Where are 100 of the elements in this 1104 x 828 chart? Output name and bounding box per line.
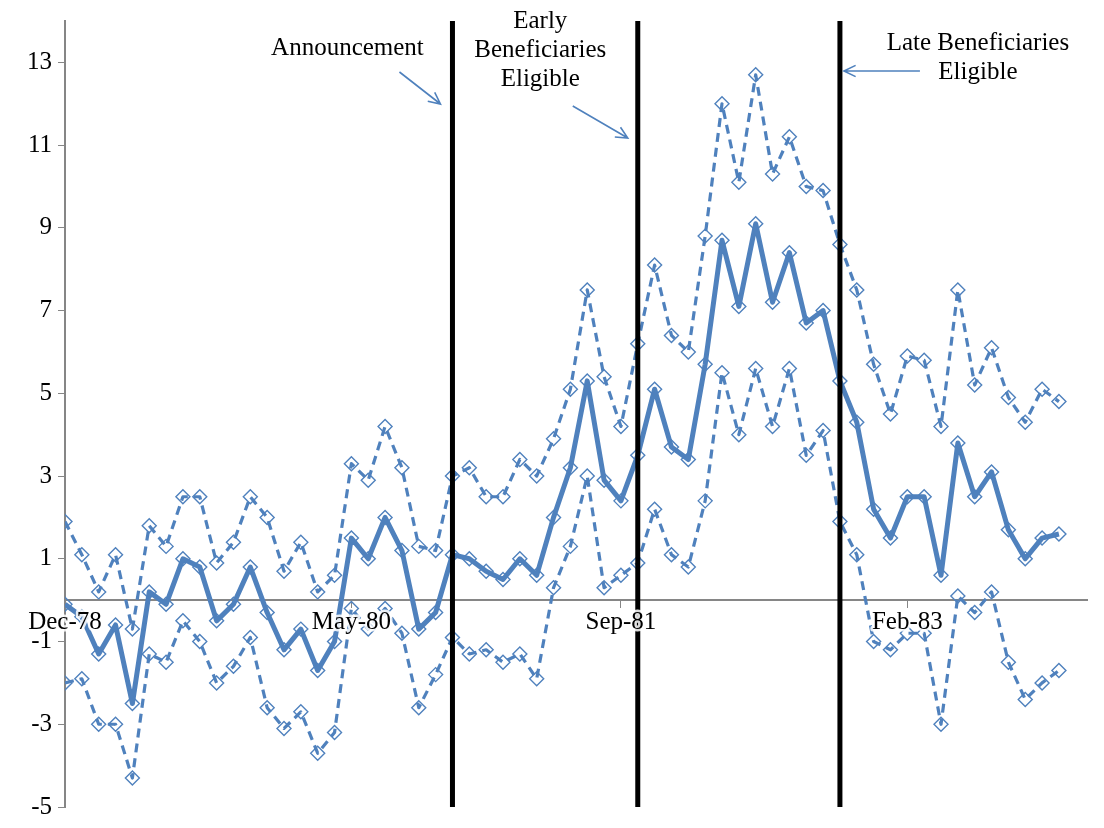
- point: [731, 174, 747, 191]
- point: [983, 340, 1000, 356]
- point: [630, 555, 646, 571]
- point: [882, 406, 899, 422]
- point: [427, 666, 444, 683]
- point: [899, 348, 916, 364]
- point: [933, 418, 949, 435]
- point: [596, 472, 612, 488]
- ref-line-label: Announcement: [270, 32, 425, 61]
- point: [1051, 393, 1067, 410]
- point: [747, 360, 764, 377]
- point: [326, 633, 343, 650]
- point: [192, 633, 208, 650]
- point: [731, 426, 747, 443]
- point: [141, 518, 157, 534]
- y-tick-label: 7: [39, 295, 52, 323]
- point: [259, 604, 275, 621]
- x-tick-label: Feb-83: [871, 607, 943, 635]
- point: [309, 584, 326, 600]
- point: [950, 282, 966, 298]
- point: [562, 460, 579, 476]
- point: [495, 654, 511, 670]
- point: [192, 559, 208, 575]
- point: [714, 96, 730, 112]
- point: [394, 460, 410, 476]
- point: [124, 621, 141, 637]
- point: [1000, 389, 1017, 406]
- point: [1051, 662, 1067, 679]
- point: [158, 654, 174, 670]
- point: [815, 302, 831, 319]
- point: [983, 584, 1000, 600]
- point: [276, 642, 292, 658]
- point: [798, 447, 814, 464]
- point: [107, 617, 124, 633]
- point: [933, 716, 949, 732]
- point: [1034, 675, 1050, 691]
- point: [613, 493, 629, 509]
- point: [495, 489, 511, 505]
- point: [545, 580, 562, 596]
- point: [158, 596, 174, 612]
- point: [461, 646, 478, 662]
- point: [343, 455, 360, 472]
- point: [478, 642, 494, 658]
- point: [528, 671, 545, 687]
- point: [832, 236, 848, 253]
- point: [1051, 526, 1067, 542]
- point: [107, 716, 124, 732]
- point: [411, 621, 427, 637]
- point: [444, 468, 461, 484]
- point: [680, 451, 697, 468]
- point: [545, 431, 562, 447]
- point: [478, 489, 494, 505]
- point: [309, 662, 326, 679]
- point: [208, 675, 225, 691]
- point: [276, 563, 292, 579]
- point: [663, 327, 680, 344]
- point: [646, 257, 663, 273]
- point: [613, 418, 629, 435]
- point: [545, 509, 562, 526]
- point: [1000, 522, 1017, 538]
- point: [849, 282, 865, 298]
- point: [124, 770, 141, 786]
- point: [427, 542, 444, 559]
- point: [579, 468, 595, 484]
- point: [528, 567, 545, 584]
- point: [293, 704, 309, 720]
- point: [849, 414, 865, 430]
- ref-line-label: Late Beneficiaries Eligible: [885, 27, 1071, 85]
- y-tick-label: 13: [27, 46, 52, 74]
- point: [208, 613, 225, 629]
- point: [360, 551, 376, 567]
- point: [714, 364, 730, 381]
- point: [478, 563, 494, 579]
- point: [747, 67, 764, 83]
- point: [1017, 551, 1033, 567]
- point: [495, 571, 511, 588]
- point: [411, 538, 427, 555]
- point: [90, 584, 107, 600]
- point: [832, 513, 848, 530]
- point: [141, 646, 157, 662]
- point: [680, 559, 697, 575]
- point: [377, 509, 393, 526]
- point: [764, 166, 781, 182]
- point: [916, 489, 932, 505]
- point: [512, 551, 528, 567]
- point: [1000, 654, 1017, 670]
- point: [90, 646, 107, 662]
- point: [983, 464, 1000, 480]
- point: [882, 530, 899, 546]
- point: [815, 182, 831, 199]
- point: [865, 633, 882, 650]
- point: [225, 596, 242, 612]
- point: [966, 489, 983, 505]
- point: [74, 671, 90, 687]
- point: [427, 604, 444, 621]
- point: [781, 129, 798, 145]
- point: [208, 555, 225, 571]
- point: [512, 646, 528, 662]
- point: [461, 460, 478, 476]
- y-tick-label: -5: [31, 791, 52, 819]
